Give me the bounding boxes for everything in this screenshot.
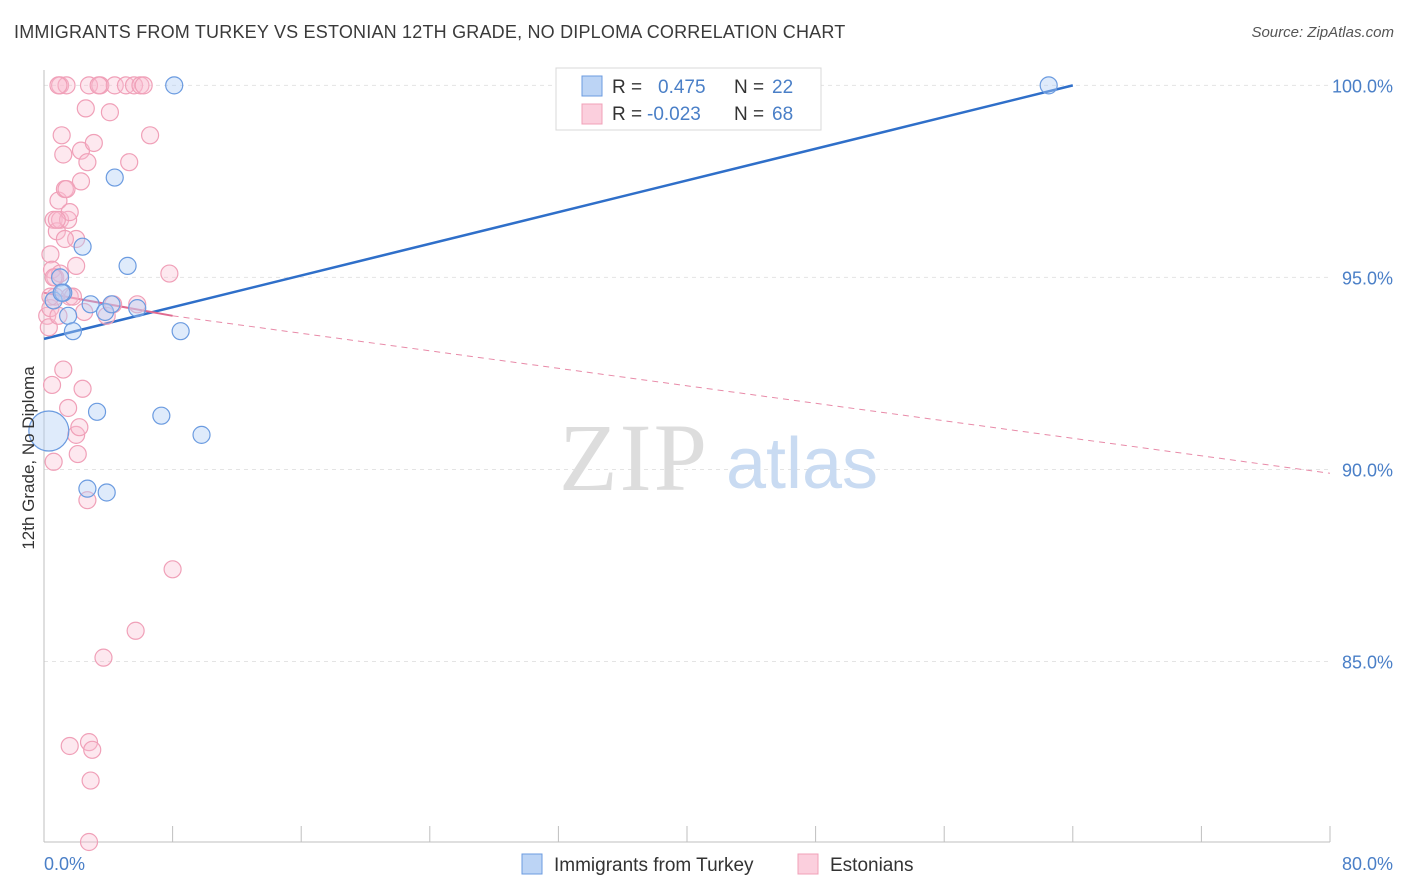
point-estonians [49,76,68,95]
legend-n-label-1: N = [734,77,764,98]
point-turkey [81,295,100,314]
legend-r-value-2: -0.023 [647,104,701,125]
y-tick-label: 100.0% [1332,76,1393,96]
point-estonians [52,126,71,145]
y-axis-label: 12th Grade, No Diploma [19,366,38,550]
source-label: Source: ZipAtlas.com [1251,24,1394,41]
point-estonians [44,452,63,471]
point-estonians [126,621,145,640]
legend-r-label-1: R = [612,77,642,98]
point-turkey [128,299,147,318]
watermark-zip: ZIP [559,404,709,511]
point-estonians [163,560,182,579]
gridlines [44,84,1330,662]
legend-swatch-estonians [581,103,603,125]
point-estonians [55,229,74,249]
point-estonians [134,76,153,95]
point-turkey [28,410,70,452]
point-estonians [81,771,100,790]
trend-line-estonians-dashed [172,315,1331,474]
legend-box: R = 0.475 N = 22 R = -0.023 N = 68 [555,67,822,131]
point-estonians [60,736,79,756]
point-estonians [63,287,83,306]
y-tick-label: 95.0% [1342,268,1393,288]
point-turkey [50,268,70,287]
point-estonians [140,126,160,145]
bottom-legend-swatch-turkey [521,853,543,875]
y-tick-label: 85.0% [1342,652,1393,672]
legend-swatch-turkey [581,75,603,97]
point-turkey [171,322,190,341]
watermark-atlas: atlas [726,424,878,504]
legend-n-label-2: N = [734,104,764,125]
legend-r-label-2: R = [612,104,642,125]
point-estonians [59,398,78,418]
point-turkey [52,283,71,302]
point-estonians [83,740,102,759]
point-turkey [1039,76,1058,95]
point-estonians [128,295,147,314]
point-turkey [97,483,116,502]
point-turkey [63,322,83,341]
point-turkey [152,406,171,425]
x-tick-label: 0.0% [44,854,85,874]
point-estonians [100,103,120,122]
point-estonians [67,256,86,275]
point-turkey [165,76,184,95]
point-estonians [68,444,87,464]
bottom-legend-swatch-estonians [797,853,819,875]
point-estonians [120,153,139,172]
point-turkey [105,168,124,187]
x-tick-labels: 0.0% 80.0% [44,854,1393,874]
point-turkey [102,295,121,314]
point-turkey [192,425,211,444]
y-tick-label: 90.0% [1342,460,1393,480]
point-estonians [160,264,179,283]
trend-line-turkey [43,84,1074,341]
point-estonians [41,245,60,264]
y-tick-labels: 85.0% 90.0% 95.0% 100.0% [1332,76,1393,672]
chart-title: IMMIGRANTS FROM TURKEY VS ESTONIAN 12TH … [14,22,846,42]
legend-n-value-1: 22 [772,77,793,98]
point-estonians [54,145,73,164]
point-estonians [84,133,103,153]
axes [43,70,1331,843]
bottom-legend-label-estonians: Estonians [830,855,913,876]
point-turkey [73,237,92,256]
point-turkey [118,256,137,275]
data-points [28,76,1058,852]
point-estonians [78,153,97,172]
point-estonians [44,268,63,287]
legend-n-value-2: 68 [772,104,793,125]
point-estonians [54,360,73,379]
point-estonians [73,379,92,398]
bottom-legend-label-turkey: Immigrants from Turkey [554,855,754,876]
point-estonians [94,648,113,667]
point-turkey [59,306,78,325]
bottom-legend: Immigrants from Turkey Estonians [521,853,913,876]
x-tick-label: 80.0% [1342,854,1393,874]
point-estonians [124,76,144,95]
point-estonians [57,179,76,199]
legend-r-value-1: 0.475 [658,77,706,98]
point-turkey [87,402,107,421]
watermark: ZIP atlas [559,404,878,511]
point-turkey [78,479,97,498]
point-estonians [47,210,66,229]
point-estonians [71,172,91,191]
point-estonians [70,418,89,437]
point-estonians [76,99,95,118]
point-estonians [89,76,108,95]
point-estonians [79,832,99,852]
point-estonians [42,375,62,395]
